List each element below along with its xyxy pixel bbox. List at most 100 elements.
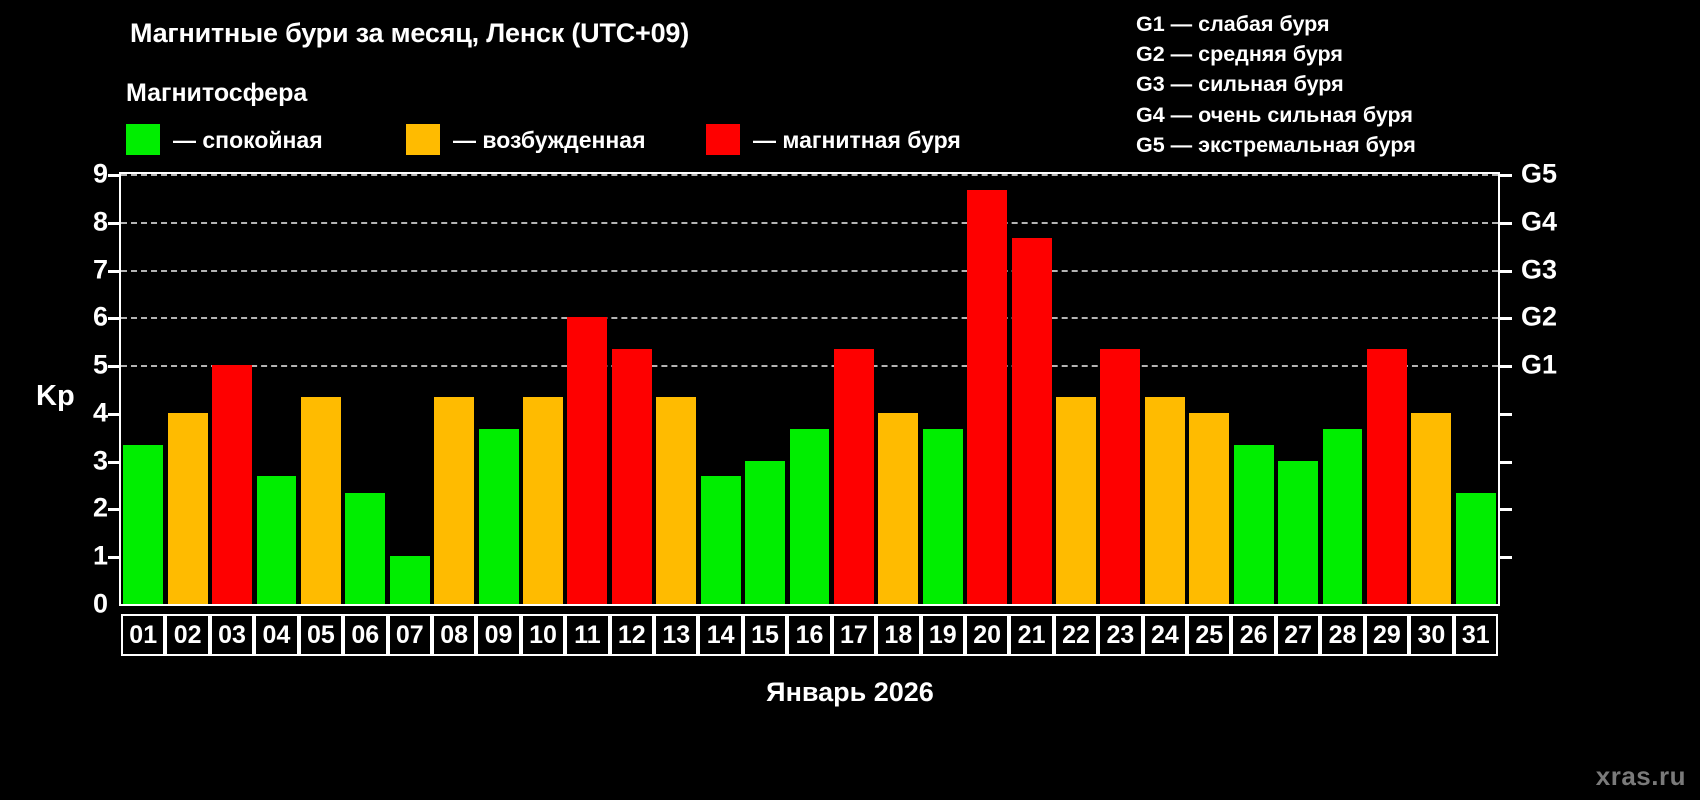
day-label-28: 28: [1320, 614, 1365, 656]
g-scale-legend-line-4: G4 — очень сильная буря: [1136, 102, 1413, 127]
bar-day-17: [833, 349, 874, 604]
bar-day-03: [212, 365, 252, 604]
plot-area: [119, 172, 1500, 606]
g-scale-legend-line-1: G1 — слабая буря: [1136, 12, 1330, 36]
bar-day-12: [611, 349, 652, 604]
bar-day-02: [167, 412, 208, 604]
y-tick-label-2: 2: [92, 492, 108, 523]
bar-day-21: [1011, 237, 1052, 604]
legend-item-label: — спокойная: [173, 126, 323, 153]
g-axis-minor-tick-kp-4: [1500, 412, 1512, 416]
bar-day-30: [1411, 412, 1452, 604]
bar-day-25: [1189, 412, 1230, 604]
g-axis-label-G4: G4: [1521, 206, 1558, 237]
day-label-22: 22: [1053, 614, 1099, 656]
gridline-kp-6: [121, 317, 1498, 320]
bar-day-24: [1144, 397, 1185, 604]
day-label-30: 30: [1409, 614, 1454, 656]
y-tick-label-9: 9: [92, 158, 108, 189]
bar-day-19: [922, 428, 963, 604]
y-tick-label-8: 8: [92, 206, 108, 237]
month-caption: Январь 2026: [766, 677, 934, 707]
y-tick-label-5: 5: [92, 349, 108, 380]
g-axis-label-G5: G5: [1521, 158, 1558, 189]
magnetosphere-label: Магнитосфера: [126, 79, 308, 107]
gridline-kp-5: [121, 365, 1498, 368]
g-axis-label-G2: G2: [1521, 301, 1558, 332]
bar-day-05: [300, 397, 341, 604]
g-axis-minor-tick-kp-2: [1500, 508, 1512, 512]
y-tick-mark-7: [108, 269, 119, 273]
bar-day-16: [789, 428, 830, 604]
legend-item-2: — возбужденная: [406, 122, 646, 156]
bar-day-11: [567, 317, 608, 604]
legend-item-label: — магнитная буря: [753, 126, 961, 153]
bar-day-08: [434, 397, 475, 604]
day-label-20: 20: [964, 614, 1010, 656]
bar-day-22: [1056, 397, 1096, 604]
y-tick-mark-4: [108, 412, 119, 416]
y-tick-label-7: 7: [92, 254, 108, 285]
day-label-17: 17: [831, 614, 877, 656]
g-tick-mark-G5: [1500, 174, 1512, 177]
day-label-05: 05: [298, 614, 344, 656]
day-label-25: 25: [1187, 614, 1232, 656]
y-tick-mark-8: [108, 221, 119, 225]
bar-day-13: [656, 397, 697, 604]
gridline-kp-9: [121, 174, 1498, 176]
g-axis-label-G1: G1: [1521, 349, 1558, 380]
g-tick-mark-G2: [1500, 317, 1512, 321]
bar-day-06: [345, 492, 386, 604]
g-axis-minor-tick-kp-3: [1500, 460, 1512, 464]
day-label-21: 21: [1009, 614, 1054, 656]
legend-swatch-icon: [406, 123, 440, 155]
day-label-16: 16: [787, 614, 832, 656]
day-label-19: 19: [920, 614, 965, 656]
y-tick-mark-2: [108, 508, 119, 512]
g-scale-legend-line-2: G2 — средняя буря: [1136, 42, 1343, 67]
day-label-03: 03: [209, 614, 255, 656]
day-axis: 01 02 03 04 05 06 07 08 09 10 11 12 13 14 15 16 17 18 19 20…: [119, 614, 1500, 656]
y-tick-mark-6: [108, 317, 119, 321]
bar-day-28: [1322, 428, 1363, 604]
bar-day-15: [745, 460, 786, 604]
g-tick-mark-G3: [1500, 269, 1512, 273]
day-label-29: 29: [1364, 614, 1410, 656]
legend-item-1: — спокойная: [126, 122, 323, 156]
g-tick-mark-G1: [1500, 365, 1512, 369]
y-tick-mark-3: [108, 460, 119, 464]
g-axis-minor-tick-kp-1: [1500, 556, 1512, 560]
legend-swatch-icon: [706, 123, 740, 155]
bar-day-10: [523, 397, 563, 604]
gridline-kp-8: [121, 221, 1498, 224]
y-axis-title: Kp: [36, 380, 75, 412]
watermark: xras.ru: [1595, 761, 1686, 791]
legend-swatch-icon: [126, 123, 160, 155]
g-scale-legend-line-3: G3 — сильная буря: [1136, 72, 1344, 97]
bar-day-14: [700, 476, 741, 604]
day-label-18: 18: [876, 614, 921, 656]
g-tick-mark-G4: [1500, 221, 1512, 225]
day-label-04: 04: [254, 614, 299, 656]
bar-day-26: [1233, 444, 1274, 604]
y-tick-mark-9: [108, 174, 119, 177]
bar-day-18: [878, 412, 919, 604]
g-scale-legend-line-5: G5 — экстремальная буря: [1136, 132, 1416, 157]
bar-day-29: [1366, 349, 1407, 604]
day-label-15: 15: [742, 614, 788, 656]
gridline-kp-7: [121, 269, 1498, 272]
y-tick-mark-1: [108, 556, 119, 560]
day-label-27: 27: [1275, 614, 1321, 656]
y-tick-label-0: 0: [92, 588, 108, 619]
day-label-31: 31: [1453, 614, 1498, 656]
bars-layer: [121, 174, 1498, 604]
bar-day-31: [1455, 492, 1496, 604]
day-label-12: 12: [609, 614, 655, 656]
day-label-10: 10: [520, 614, 566, 656]
bar-day-09: [478, 428, 519, 604]
y-tick-mark-5: [108, 365, 119, 369]
g-scale-legend: G1 — слабая буря G2 — средняя буря G3 — си…: [1136, 9, 1416, 160]
day-label-24: 24: [1142, 614, 1188, 656]
day-label-08: 08: [431, 614, 477, 656]
day-label-11: 11: [565, 614, 610, 656]
